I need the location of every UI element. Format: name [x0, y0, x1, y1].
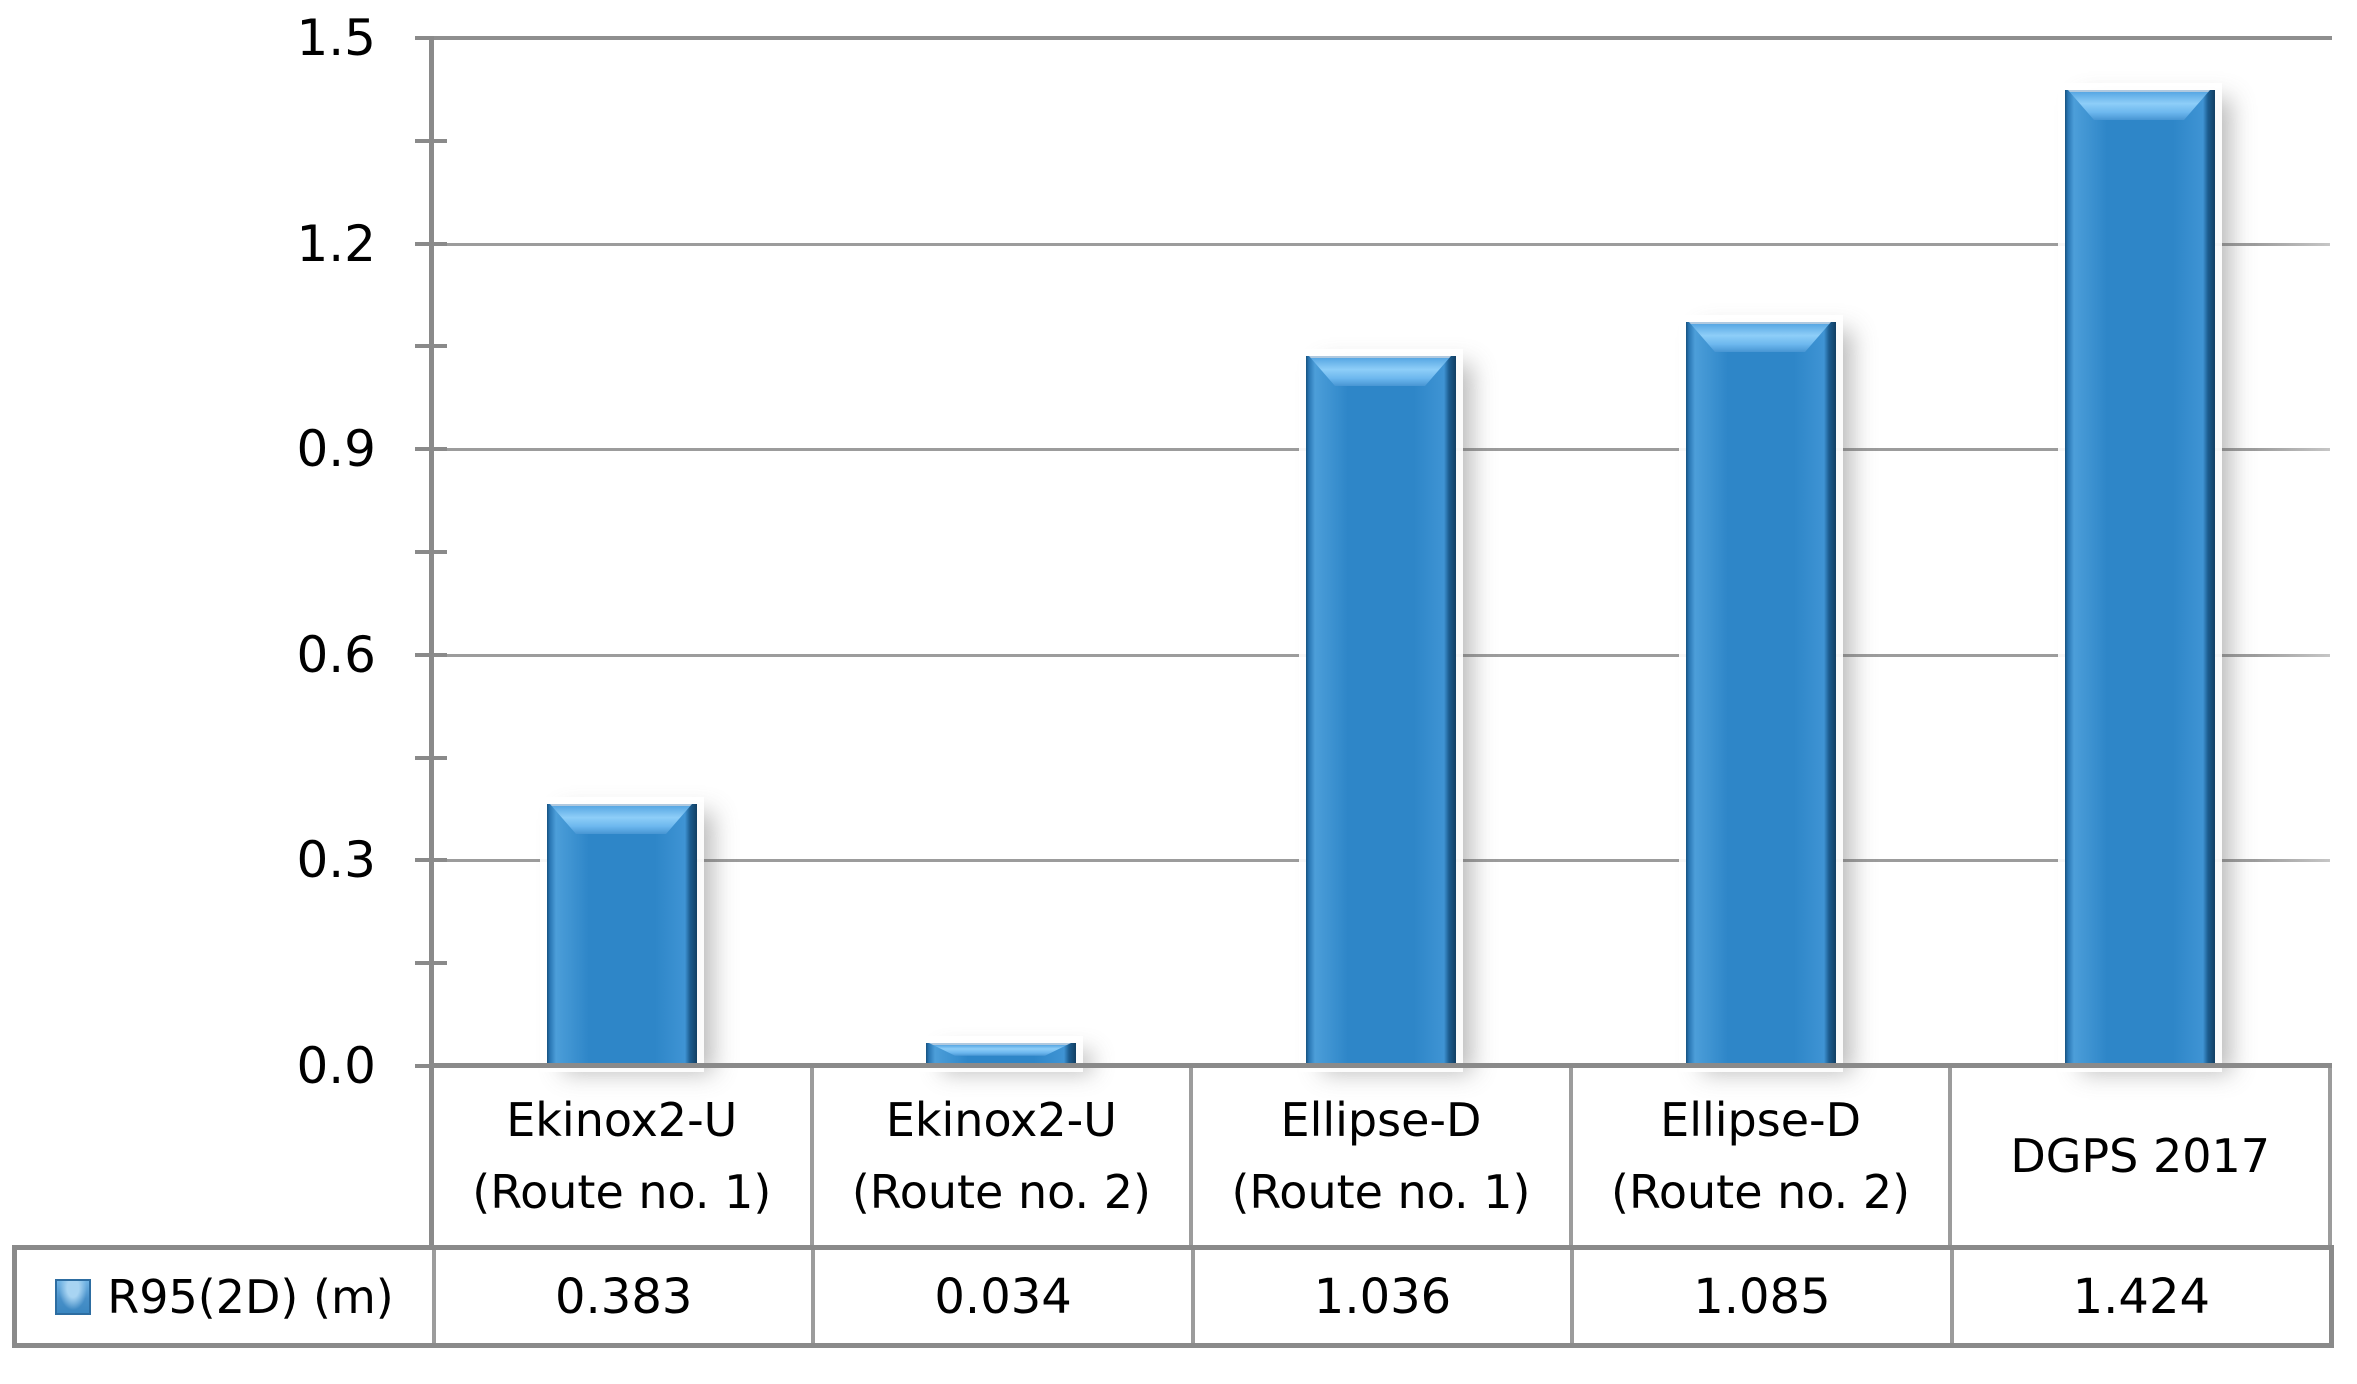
- data-table-row: R95(2D) (m) 0.383 0.034 1.036 1.085 1.424: [12, 1245, 2334, 1348]
- value-cell: 1.085: [1570, 1250, 1949, 1343]
- plot-top-border: [429, 36, 2332, 40]
- y-tick-label: 1.5: [296, 9, 376, 67]
- value-cell: 0.383: [432, 1250, 811, 1343]
- bar: [1306, 356, 1456, 1065]
- legend-label: R95(2D) (m): [107, 1269, 394, 1324]
- category-header-cell: Ellipse-D (Route no. 2): [1573, 1068, 1953, 1245]
- category-header-cell: DGPS 2017: [1952, 1068, 2332, 1245]
- value-cell: 1.036: [1190, 1250, 1570, 1343]
- bar: [2065, 90, 2215, 1065]
- legend-cell: R95(2D) (m): [17, 1250, 432, 1343]
- x-axis-line: [429, 1063, 2332, 1068]
- bar: [1686, 322, 1836, 1065]
- category-header-cell: Ekinox2-U (Route no. 1): [434, 1068, 814, 1245]
- bar: [926, 1043, 1076, 1065]
- gridline: [434, 242, 2330, 246]
- y-tick-label: 0.9: [296, 420, 376, 479]
- y-axis-line: [429, 36, 434, 1068]
- y-tick-label: 1.2: [296, 214, 376, 273]
- y-tick-label: 0.3: [296, 831, 376, 890]
- y-tick-label: 0.6: [296, 625, 376, 684]
- bar: [547, 804, 697, 1065]
- category-header-cell: Ekinox2-U (Route no. 2): [814, 1068, 1194, 1245]
- y-tick-label: 0.0: [296, 1037, 376, 1095]
- category-header-cell: Ellipse-D (Route no. 1): [1193, 1068, 1573, 1245]
- category-header-row: Ekinox2-U (Route no. 1) Ekinox2-U (Route …: [429, 1068, 2332, 1245]
- value-cell: 1.424: [1949, 1250, 2329, 1343]
- value-cell: 0.034: [811, 1250, 1190, 1343]
- legend-color-swatch-icon: [55, 1278, 92, 1315]
